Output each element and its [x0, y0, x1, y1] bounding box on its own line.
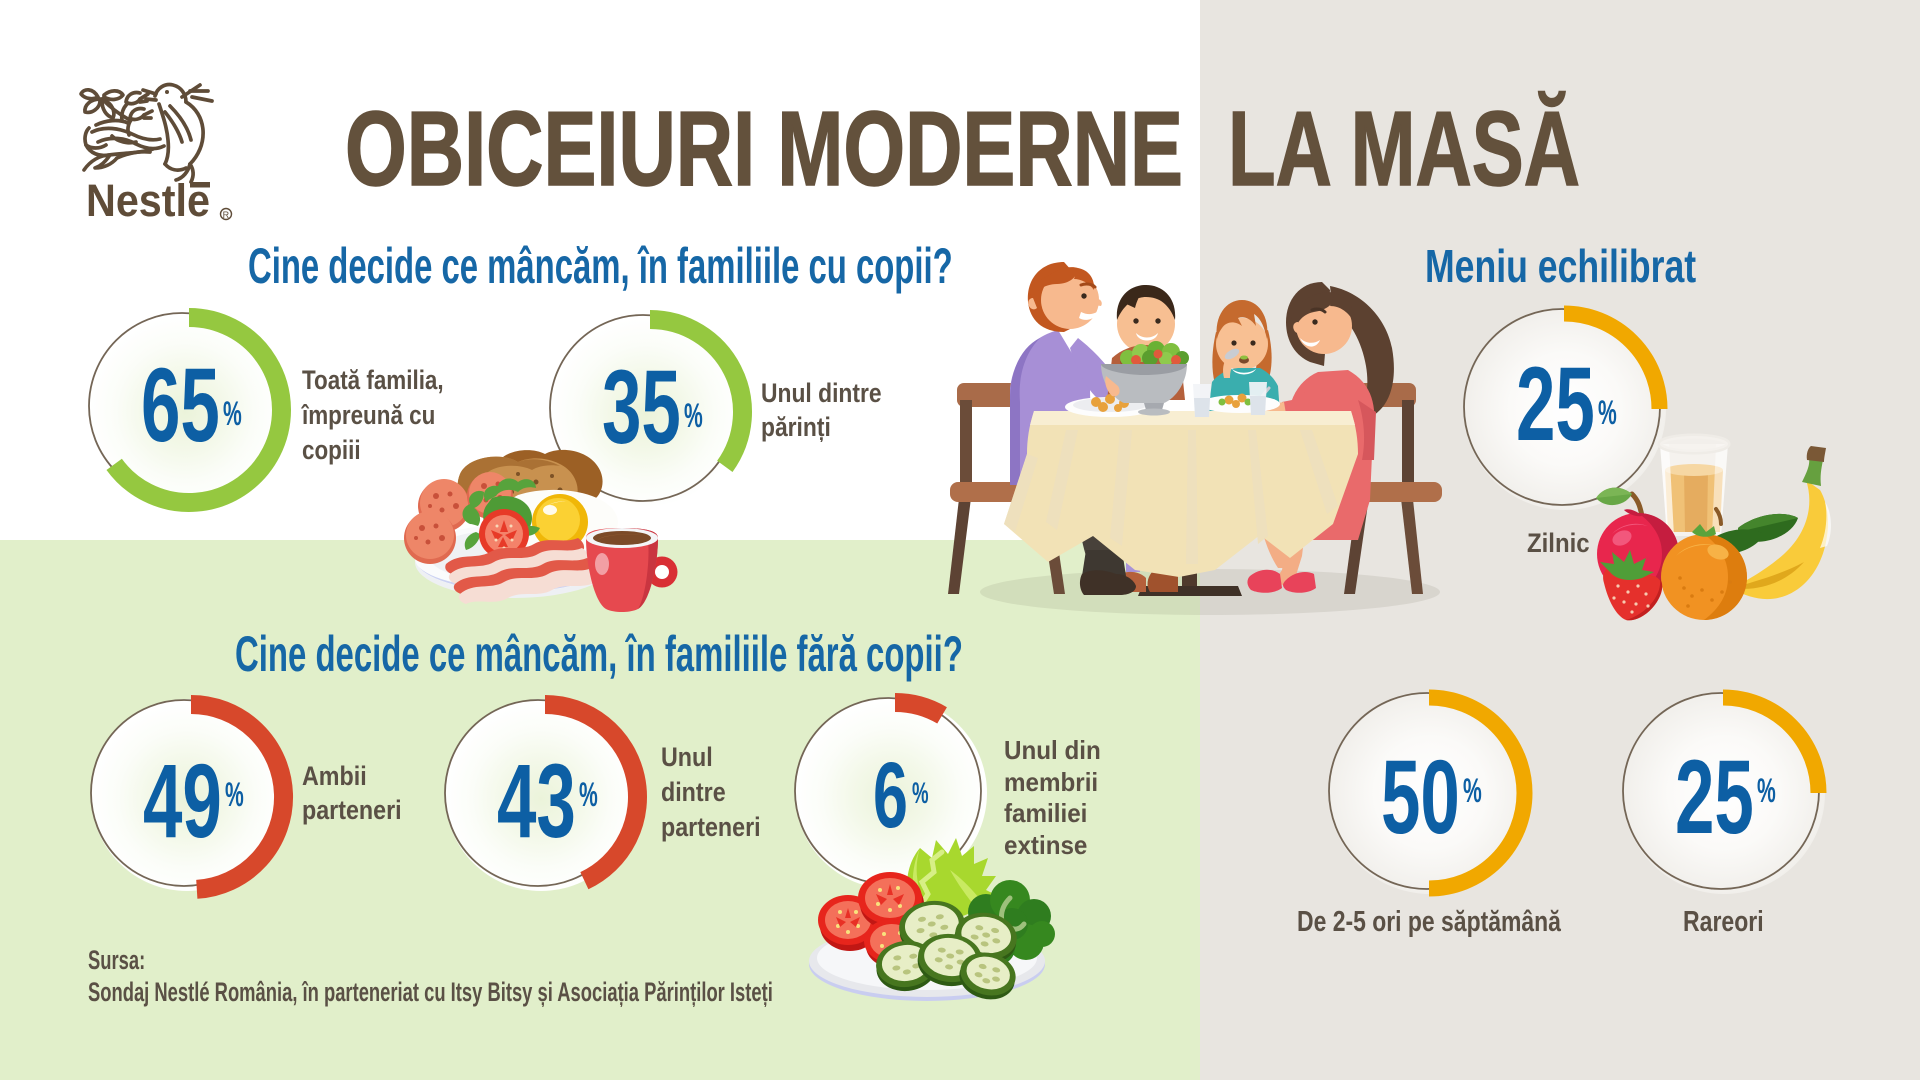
- svg-text:Nestle: Nestle: [86, 175, 210, 226]
- svg-text:R: R: [223, 210, 230, 220]
